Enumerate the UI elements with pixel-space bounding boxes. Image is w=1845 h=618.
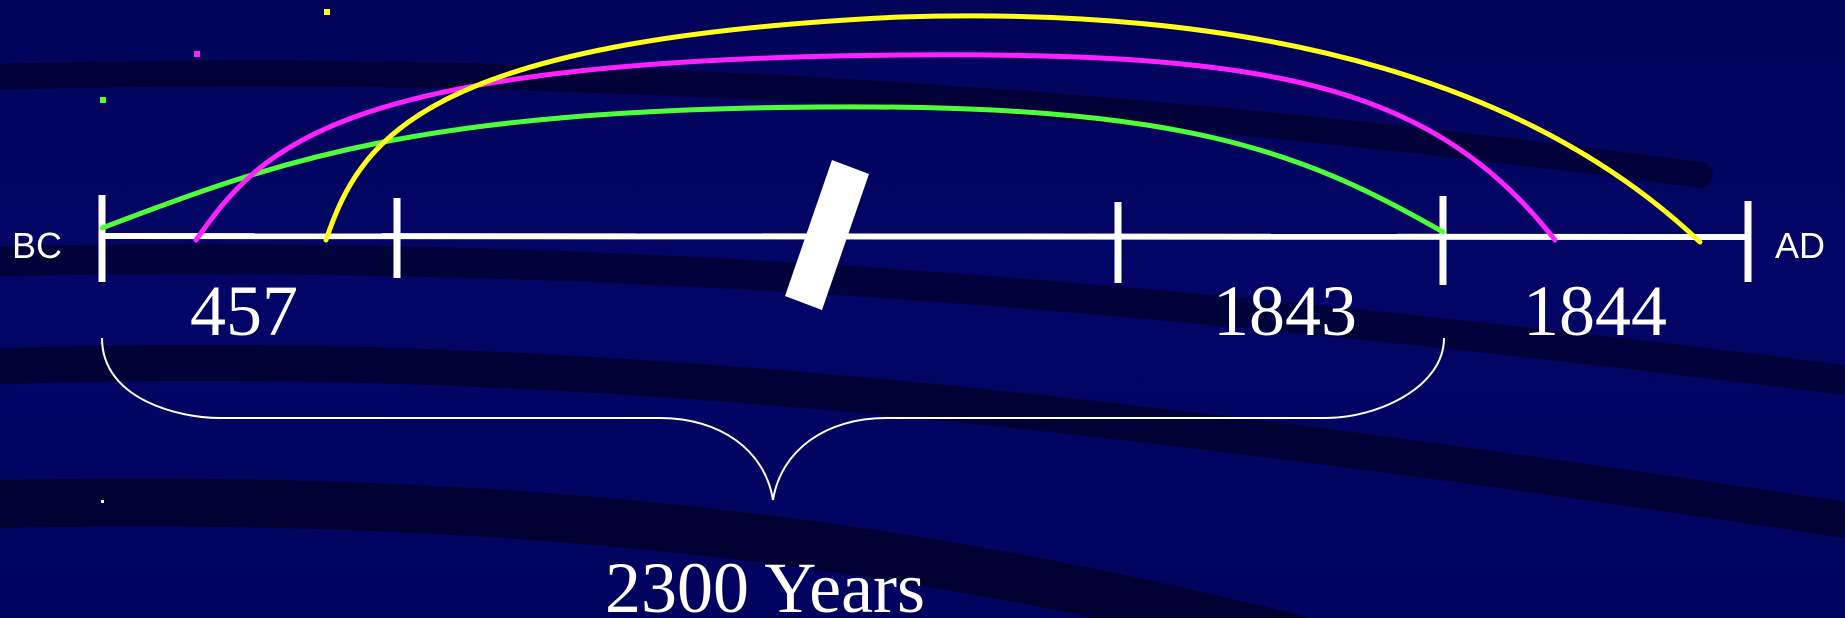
era-label-ad: AD [1775,225,1826,266]
yellow-arc [323,13,1703,245]
green-arc [99,104,1446,235]
white-dot [101,500,104,503]
era-label-bc: BC [12,225,63,266]
year-label-1843: 1843 [1213,271,1357,351]
span-brace [101,337,1445,501]
background-swoosh [0,478,1310,618]
yellow-dot [324,9,330,15]
timeline-axis [101,233,1751,240]
year-label-457: 457 [190,271,298,351]
background-swoosh [0,344,1845,538]
background-swoosh [0,60,1713,188]
span-label: 2300 Years [605,548,926,618]
timeline-break-mark [785,160,869,310]
background-swooshes [0,60,1845,618]
year-label-1844: 1844 [1523,271,1667,351]
background-swoosh [0,244,1845,395]
magenta-arc [193,52,1558,243]
green-dot [100,97,106,103]
magenta-dot [194,51,200,57]
